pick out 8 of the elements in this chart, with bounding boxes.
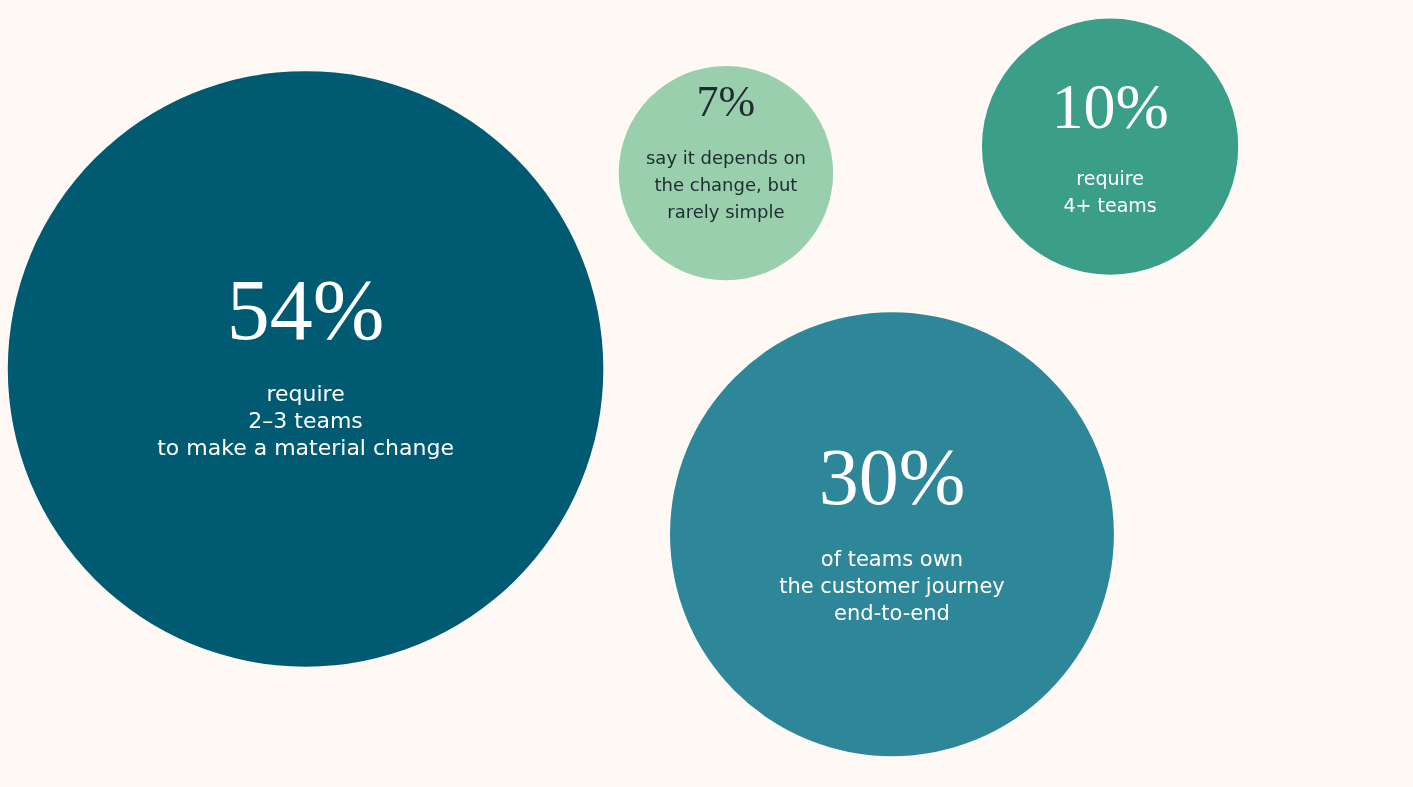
data-label: 30% <box>818 432 966 521</box>
category-label: of teams own the customer journey end-to-end <box>779 546 1005 625</box>
data-label: 7% <box>696 77 756 127</box>
data-label: 54% <box>226 262 385 359</box>
category-label: require 4+ teams <box>1063 167 1157 217</box>
category-label: require 2–3 teams to make a material change <box>157 380 454 460</box>
category-label: say it depends on the change, but rarely simple <box>645 146 806 222</box>
data-label: 10% <box>1051 70 1169 142</box>
